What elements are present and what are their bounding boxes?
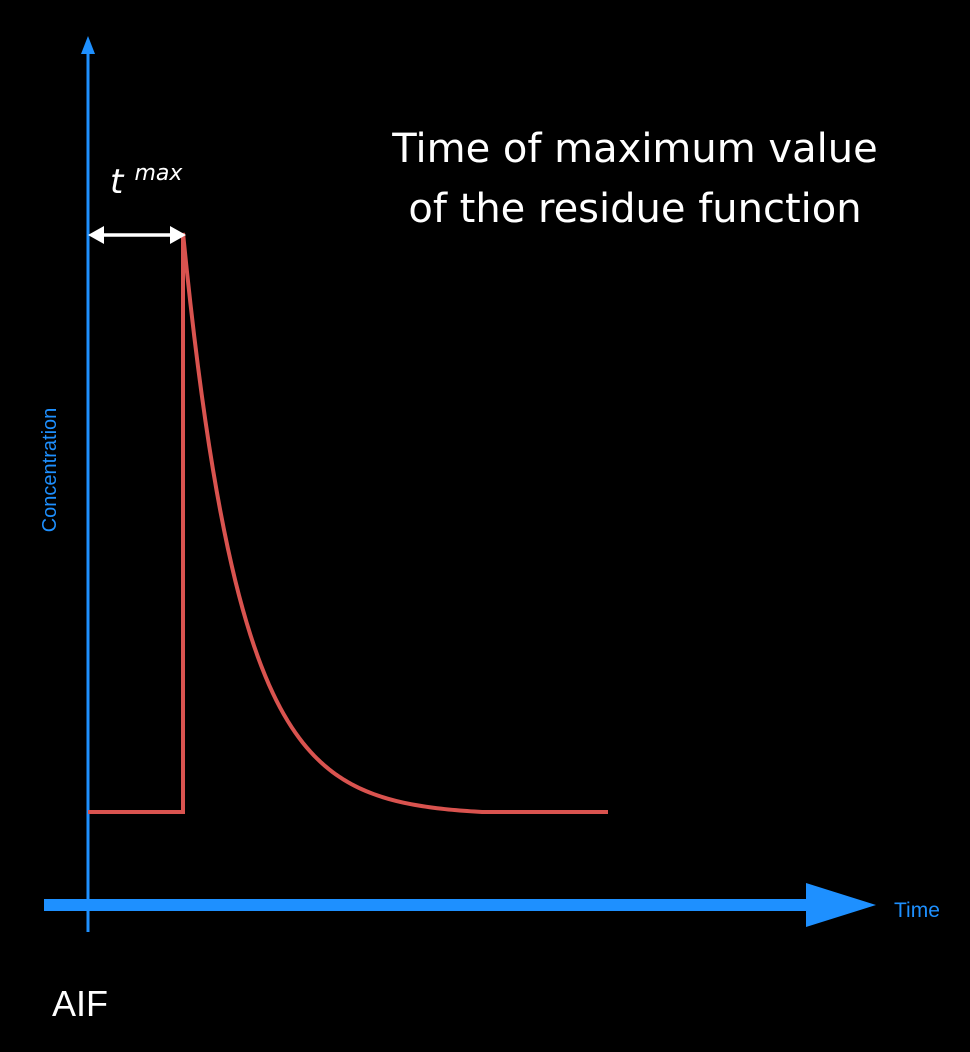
x-axis-arrowhead — [806, 883, 876, 927]
y-axis — [81, 36, 95, 932]
x-axis-bar — [44, 899, 806, 911]
tmax-label: t max — [110, 161, 183, 202]
caption-line-1: Time of maximum value — [391, 126, 877, 172]
tmax-arrow-left-head — [88, 226, 104, 244]
tmax-superscript: max — [134, 161, 183, 186]
x-axis — [44, 883, 876, 927]
tmax-arrow — [88, 226, 186, 244]
tmax-arrow-right-head — [170, 226, 186, 244]
tmax-symbol: t — [110, 162, 125, 202]
panel-label: AIF — [52, 983, 108, 1024]
x-axis-label: Time — [894, 899, 940, 922]
y-axis-label: Concentration — [39, 408, 61, 533]
y-axis-arrowhead — [81, 36, 95, 54]
residue-curve — [88, 232, 608, 814]
caption-line-2: of the residue function — [408, 186, 861, 232]
